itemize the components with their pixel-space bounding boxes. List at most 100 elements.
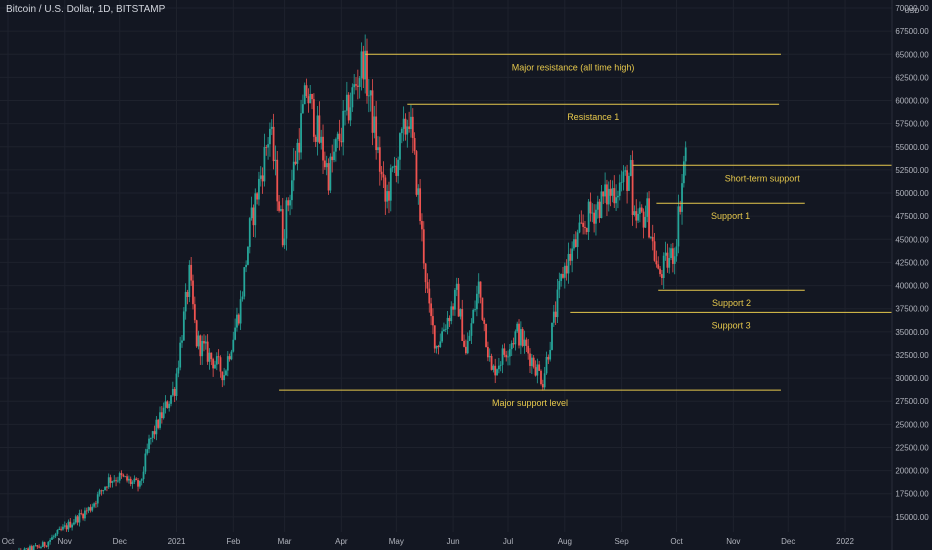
candle	[261, 167, 264, 194]
candle	[430, 297, 433, 326]
candle	[466, 332, 469, 355]
price-tick-label: 55000.00	[895, 143, 929, 152]
candle	[155, 416, 158, 441]
candle	[574, 231, 577, 248]
candle	[87, 506, 90, 514]
candle	[655, 250, 658, 268]
candle	[157, 418, 160, 430]
candle	[404, 113, 407, 141]
candle	[659, 266, 661, 277]
candle	[206, 334, 209, 365]
candle	[188, 260, 191, 303]
candle	[170, 394, 172, 407]
candle	[595, 204, 597, 236]
price-axis[interactable]: 15000.00 17500.00 20000.00 22500.00 25000.00…	[895, 4, 929, 522]
candle	[587, 199, 590, 240]
candle	[662, 252, 665, 289]
candle	[455, 277, 458, 297]
candle	[300, 99, 302, 160]
time-tick-label: May	[389, 537, 404, 546]
price-tick-label: 47500.00	[895, 212, 929, 221]
candle	[468, 330, 471, 342]
candle	[95, 500, 97, 508]
candle	[356, 69, 359, 100]
candle	[424, 263, 427, 293]
candle	[111, 480, 114, 488]
candle	[100, 489, 103, 496]
candle	[85, 507, 88, 515]
candle	[84, 507, 86, 522]
candle	[380, 166, 383, 181]
candle	[124, 476, 127, 478]
candle	[644, 205, 647, 229]
candle	[615, 184, 617, 211]
candle	[639, 201, 641, 223]
candle	[314, 134, 317, 147]
price-tick-label: 52500.00	[895, 166, 929, 175]
candle	[71, 522, 74, 531]
candle	[120, 470, 123, 479]
candle	[276, 150, 279, 212]
candle	[651, 224, 654, 251]
candle	[175, 368, 178, 401]
candle	[104, 486, 106, 491]
candle	[280, 205, 282, 212]
candle	[223, 367, 226, 386]
candle	[201, 335, 204, 365]
candle	[653, 232, 656, 262]
candle	[421, 213, 423, 242]
candle	[289, 194, 291, 216]
candle	[602, 191, 605, 205]
candle	[199, 334, 202, 365]
candle	[219, 355, 222, 378]
candle	[52, 534, 55, 540]
candle	[386, 184, 389, 209]
candle	[677, 194, 680, 254]
price-tick-label: 65000.00	[895, 50, 929, 59]
price-tick-label: 62500.00	[895, 73, 929, 82]
candle	[569, 248, 572, 266]
candle	[250, 196, 253, 221]
candle	[149, 437, 152, 445]
candlesticks	[11, 34, 687, 550]
candle	[432, 308, 434, 335]
candle	[637, 208, 639, 223]
candle	[153, 425, 156, 440]
candle	[600, 184, 603, 219]
time-tick-label: Dec	[113, 537, 127, 546]
candle	[411, 108, 414, 154]
candle	[65, 523, 68, 532]
candle	[225, 369, 227, 376]
time-axis[interactable]: Oct Nov Dec 2021 Feb Mar Apr May Jun Jul Aug Sep Oct…	[2, 537, 855, 546]
candle	[102, 489, 105, 495]
candle	[151, 430, 154, 443]
annotation-label: Major support level	[492, 398, 568, 408]
candle	[274, 145, 277, 176]
candle	[375, 100, 378, 160]
candle	[38, 544, 41, 549]
price-tick-label: 35000.00	[895, 328, 929, 337]
candle	[589, 192, 592, 222]
candle	[417, 184, 420, 205]
candle	[184, 283, 187, 320]
candle	[606, 179, 608, 216]
candle	[230, 349, 233, 361]
candle	[486, 341, 489, 362]
candle	[563, 262, 566, 289]
time-tick-label: Oct	[2, 537, 15, 546]
candle	[545, 351, 548, 375]
price-tick-label: 45000.00	[895, 235, 929, 244]
candle	[73, 519, 75, 526]
candle	[63, 521, 66, 529]
candle	[248, 217, 251, 254]
candle	[285, 197, 288, 251]
candle	[252, 204, 255, 238]
candle	[393, 156, 396, 174]
candle	[311, 93, 313, 110]
candle	[472, 308, 475, 324]
candle	[122, 473, 125, 478]
candle	[338, 119, 341, 151]
time-tick-label: Dec	[781, 537, 795, 546]
